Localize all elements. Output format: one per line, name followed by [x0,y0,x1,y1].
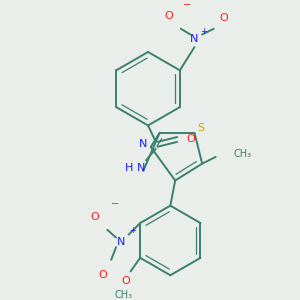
Text: N: N [139,139,147,149]
Text: O: O [90,212,99,222]
Text: O: O [186,134,195,144]
Text: +: + [201,27,208,36]
Text: +: + [129,226,136,235]
Text: CH₃: CH₃ [115,290,133,300]
Text: −: − [111,199,119,209]
Text: S: S [198,123,205,133]
Text: O: O [165,11,174,21]
Text: −: − [183,0,191,10]
Text: CH₃: CH₃ [233,149,251,159]
Text: H: H [124,163,133,173]
Text: N: N [190,34,199,44]
Text: O: O [121,276,130,286]
Text: O: O [219,13,228,23]
Text: N: N [117,237,125,248]
Text: N: N [137,163,146,173]
Text: O: O [98,270,107,280]
